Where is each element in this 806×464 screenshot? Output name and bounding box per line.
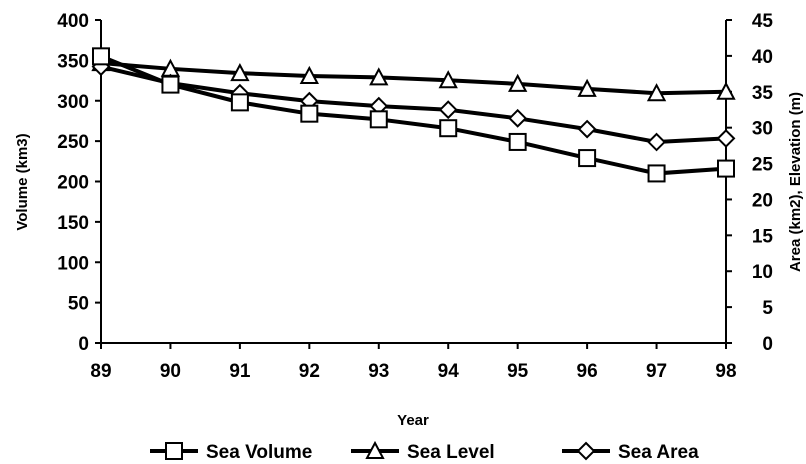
series-line — [100, 64, 727, 145]
y-left-tick-label: 250 — [57, 132, 89, 153]
diamond-marker — [438, 100, 458, 120]
square-marker — [300, 104, 319, 123]
y-left-tick-label: 400 — [57, 11, 89, 32]
legend: Sea Volume Sea Level Sea Area — [150, 440, 699, 463]
x-tick-label: 94 — [438, 361, 460, 382]
y-right-tick-label: 10 — [752, 262, 773, 283]
square-marker — [717, 159, 735, 178]
triangle-marker — [716, 81, 736, 100]
y-left-tick-label: 300 — [57, 92, 89, 113]
square-marker — [508, 132, 527, 151]
legend-label: Sea Level — [407, 442, 495, 463]
legend-label: Sea Volume — [206, 442, 312, 463]
y-right-tick-label: 0 — [762, 334, 773, 355]
x-tick-label: 92 — [299, 361, 320, 382]
square-marker — [161, 75, 180, 94]
legend-item-sea-volume: Sea Volume — [150, 442, 312, 463]
x-tick-label: 89 — [90, 361, 111, 382]
diamond-marker — [577, 119, 597, 139]
series-line — [100, 61, 727, 96]
square-marker — [647, 164, 666, 183]
series-sea-level — [91, 52, 736, 102]
x-tick-label: 97 — [646, 361, 667, 382]
square-marker — [92, 47, 110, 66]
diamond-marker — [647, 132, 666, 152]
x-tick-label: 91 — [229, 361, 251, 382]
y-left-tick-label: 150 — [57, 213, 89, 234]
y-left-tick-label: 200 — [57, 173, 89, 194]
x-tick-label: 93 — [368, 361, 389, 382]
legend-square-marker — [165, 442, 183, 460]
y-left-tick-label: 0 — [78, 334, 89, 355]
square-marker — [230, 93, 249, 112]
y-left-tick-label: 50 — [68, 294, 89, 315]
series-sea-volume — [92, 47, 735, 183]
legend-triangle-marker — [365, 440, 385, 459]
square-marker — [439, 119, 458, 138]
y-left-tick-label: 350 — [57, 51, 89, 72]
axes: 0 50 100 150 200 250 300 350 400 0 5 10 15 20 25 30 35 40… — [57, 11, 773, 382]
y-right-tick-label: 15 — [752, 226, 774, 247]
triangle-marker — [507, 73, 528, 92]
y-axis-left-title: Volume (km3) — [14, 133, 31, 230]
triangle-marker — [299, 65, 320, 84]
y-right-tick-label: 35 — [752, 83, 774, 104]
x-tick-label: 96 — [577, 361, 598, 382]
y-right-tick-label: 20 — [752, 190, 773, 211]
triangle-marker — [369, 67, 389, 86]
legend-item-sea-level: Sea Level — [351, 440, 495, 463]
diamond-marker — [508, 108, 528, 128]
diamond-marker — [716, 129, 736, 148]
y-right-tick-label: 45 — [752, 11, 774, 32]
y-right-tick-label: 40 — [752, 47, 773, 68]
triangle-marker — [230, 62, 250, 82]
triangle-marker — [577, 78, 597, 97]
triangle-marker — [646, 83, 667, 102]
y-axis-right-title: Area (km2), Elevation (m) — [787, 92, 804, 272]
legend-label: Sea Area — [618, 442, 699, 463]
square-marker — [369, 110, 388, 129]
series-line — [100, 54, 727, 176]
x-tick-label: 95 — [507, 361, 529, 382]
legend-item-sea-area: Sea Area — [562, 441, 699, 463]
square-marker — [578, 149, 597, 168]
series-layer — [91, 47, 736, 183]
y-left-tick-label: 100 — [57, 253, 89, 274]
series-sea-area — [91, 57, 736, 152]
x-tick-label: 90 — [160, 361, 181, 382]
triangle-marker — [438, 70, 458, 89]
y-right-tick-label: 5 — [762, 298, 773, 319]
x-axis-title: Year — [397, 412, 429, 429]
x-tick-label: 98 — [715, 361, 736, 382]
y-right-tick-label: 25 — [752, 155, 774, 176]
legend-diamond-marker — [576, 441, 596, 461]
y-right-tick-label: 30 — [752, 119, 773, 140]
